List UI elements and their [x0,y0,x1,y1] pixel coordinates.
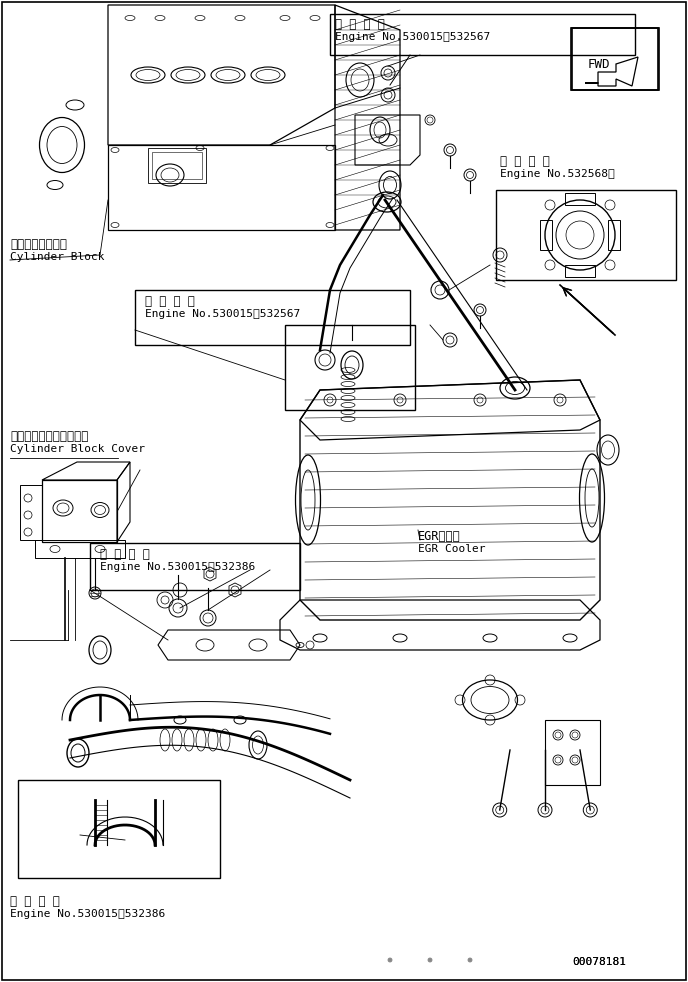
Bar [565,265,595,277]
Text: Engine No.530015～532386: Engine No.530015～532386 [100,562,255,572]
Bar [135,290,410,345]
Bar [572,28,658,90]
Bar [608,220,620,250]
Bar [565,193,595,205]
Text: 適 用 号 機: 適 用 号 機 [500,155,550,168]
Text: Cylinder Block: Cylinder Block [10,252,105,262]
Text: FWD: FWD [588,58,610,71]
Bar [148,148,206,183]
Text: EGRクーラ: EGRクーラ [418,530,461,543]
Text: Engine No.530015～532567: Engine No.530015～532567 [335,32,491,42]
Bar [540,220,552,250]
Bar [152,152,202,179]
Bar [35,540,125,558]
Bar [42,480,117,542]
Bar [18,780,220,878]
Text: 適 用 号 機: 適 用 号 機 [335,18,385,31]
Text: Engine No.530015～532567: Engine No.530015～532567 [145,309,300,319]
Bar [330,14,635,55]
Text: 適 用 号 機: 適 用 号 機 [100,548,150,561]
Bar [545,720,600,785]
Bar [571,28,659,90]
Text: Cylinder Block Cover: Cylinder Block Cover [10,444,145,454]
Text: 00078181: 00078181 [572,957,626,967]
Text: 適 用 号 機: 適 用 号 機 [10,895,60,908]
Bar [285,325,415,410]
Text: 適 用 号 機: 適 用 号 機 [145,295,195,308]
Bar [496,190,676,280]
Circle shape [468,958,472,962]
Bar [90,543,300,590]
Text: Engine No.532568～: Engine No.532568～ [500,169,615,179]
Circle shape [388,958,392,962]
Text: シリンダブロックカバー: シリンダブロックカバー [10,430,88,443]
Text: Engine No.530015～532386: Engine No.530015～532386 [10,909,165,919]
Text: EGR Cooler: EGR Cooler [418,544,486,554]
Text: シリンダブロック: シリンダブロック [10,238,67,251]
Circle shape [428,958,432,962]
Text: 00078181: 00078181 [572,957,626,967]
